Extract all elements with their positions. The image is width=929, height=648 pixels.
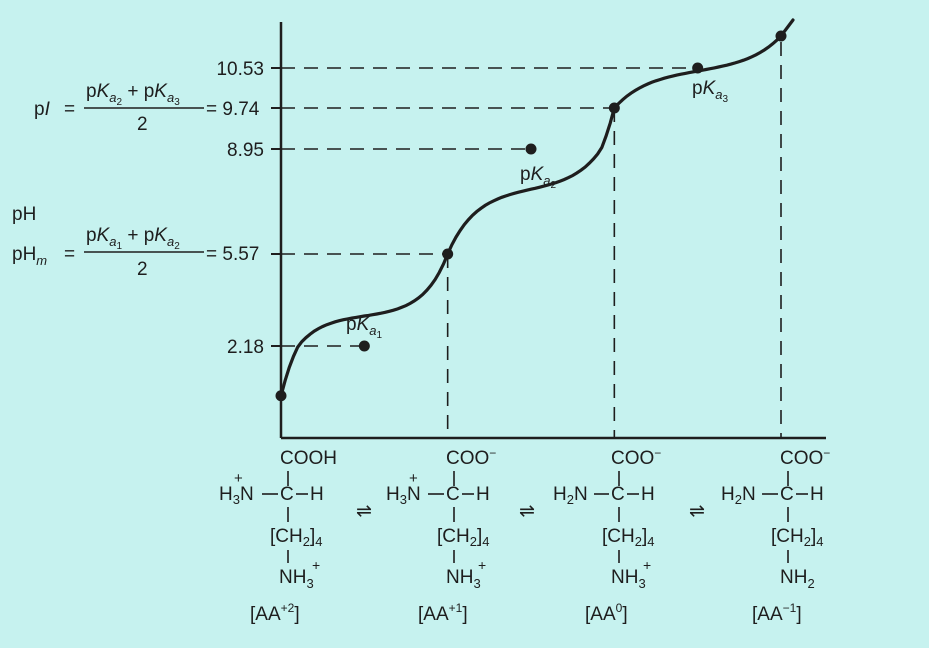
svg-text:pI: pI [34, 99, 51, 120]
svg-text:NH3: NH3 [446, 567, 481, 591]
ph-axis-label: pH [12, 204, 36, 225]
svg-text:H: H [476, 484, 490, 505]
svg-text:= 9.74: = 9.74 [206, 99, 260, 120]
svg-text:NH3: NH3 [611, 567, 646, 591]
svg-text:C: C [446, 484, 460, 505]
svg-text:[CH2]4: [CH2]4 [602, 526, 654, 549]
svg-text:+: + [234, 470, 243, 487]
titration-curve [279, 18, 795, 398]
pI-formula: pI = pKa2 + pKa3 2 = 9.74 [34, 81, 260, 135]
pka3-label: pKa3 [692, 78, 729, 105]
svg-text:[AA+1]: [AA+1] [418, 601, 468, 625]
svg-text:+: + [643, 557, 651, 573]
y-tick-label: 8.95 [227, 140, 264, 161]
svg-text:[AA+2]: [AA+2] [250, 601, 300, 625]
reference-lines [281, 42, 782, 438]
equilibrium-arrow-3: ⇌ [689, 501, 705, 522]
titration-point [775, 30, 787, 42]
equilibrium-arrow-1: ⇌ [356, 501, 372, 522]
titration-point [525, 143, 537, 155]
svg-text:=: = [64, 244, 75, 265]
titration-point [608, 102, 620, 114]
svg-text:H: H [810, 484, 824, 505]
svg-text:=: = [64, 99, 75, 120]
svg-text:H2N: H2N [721, 484, 756, 507]
svg-text:2: 2 [137, 114, 148, 135]
y-ticks: 2.18 8.95 10.53 [216, 59, 281, 358]
titration-point [442, 248, 454, 260]
svg-text:+: + [478, 557, 486, 573]
svg-text:C: C [280, 484, 294, 505]
titration-point [275, 390, 287, 402]
titration-point [692, 62, 704, 74]
svg-text:NH2: NH2 [780, 567, 815, 591]
svg-text:COO−: COO− [780, 446, 830, 469]
svg-text:[CH2]4: [CH2]4 [270, 526, 322, 549]
y-tick-label: 2.18 [227, 337, 264, 358]
svg-text:H2N: H2N [553, 484, 588, 507]
svg-text:2: 2 [137, 259, 148, 280]
svg-text:COOH: COOH [280, 448, 337, 469]
svg-text:H: H [310, 484, 324, 505]
svg-text:[CH2]4: [CH2]4 [437, 526, 489, 549]
pHm-numerator: pKa1 + pKa2 [86, 225, 180, 252]
svg-text:C: C [611, 484, 625, 505]
titration-points [275, 30, 787, 402]
y-tick-label: 10.53 [216, 59, 264, 80]
species-aa-plus2: COOH H3N + C H [CH2]4 NH3 + [AA+2] [219, 448, 337, 625]
pHm-formula: pHm = pKa1 + pKa2 2 = 5.57 [12, 225, 259, 280]
svg-text:H: H [641, 484, 655, 505]
svg-text:[AA−1]: [AA−1] [752, 601, 802, 625]
titration-point [358, 340, 370, 352]
svg-text:COO−: COO− [611, 446, 661, 469]
svg-text:[CH2]4: [CH2]4 [771, 526, 823, 549]
svg-text:H3N: H3N [219, 484, 254, 507]
pI-numerator: pKa2 + pKa3 [86, 81, 180, 108]
svg-text:= 5.57: = 5.57 [206, 244, 259, 265]
equilibrium-arrow-2: ⇌ [519, 501, 535, 522]
svg-text:+: + [312, 557, 320, 573]
svg-text:H3N: H3N [386, 484, 421, 507]
pka2-label: pKa2 [520, 164, 557, 191]
pka1-label: pKa1 [346, 314, 383, 341]
svg-text:C: C [780, 484, 794, 505]
species-aa-minus1: COO− H2N C H [CH2]4 NH2 [AA−1] [721, 446, 830, 625]
svg-text:+: + [409, 470, 418, 487]
species-aa-plus1: COO− H3N + C H [CH2]4 NH3 + [AA+1] [386, 446, 496, 625]
svg-text:COO−: COO− [446, 446, 496, 469]
species-aa-0: COO− H2N C H [CH2]4 NH3 + [AA0] [553, 446, 661, 625]
svg-text:pHm: pHm [12, 244, 47, 268]
svg-text:[AA0]: [AA0] [585, 601, 628, 625]
svg-text:NH3: NH3 [279, 567, 314, 591]
